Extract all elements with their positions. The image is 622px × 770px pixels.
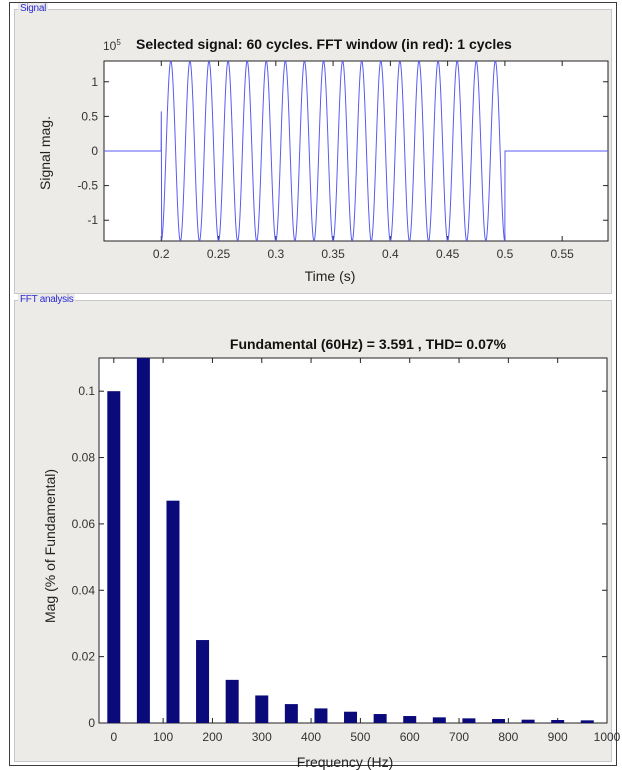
fft-bar (107, 391, 121, 723)
fft-y-tick-label: 0.1 (78, 384, 95, 398)
fft-bar (373, 714, 387, 723)
fft-x-tick-label: 1000 (594, 730, 621, 744)
fft-bar (166, 500, 180, 723)
fft-y-tick-label: 0.08 (72, 451, 96, 465)
signal-x-tick-label: 0.55 (551, 247, 575, 261)
signal-waveform-line (104, 61, 608, 241)
fft-bar (432, 717, 446, 723)
signal-x-tick-label: 0.4 (382, 247, 399, 261)
signal-y-tick-label: 1 (91, 75, 98, 89)
fft-x-axis-label: Frequency (Hz) (297, 754, 393, 770)
signal-x-tick-label: 0.45 (436, 247, 460, 261)
fft-bar (462, 718, 476, 723)
fft-y-tick-label: 0.04 (72, 583, 96, 597)
signal-chart-title: Selected signal: 60 cycles. FFT window (… (136, 36, 512, 52)
fft-x-tick-label: 800 (498, 730, 518, 744)
fft-bar (551, 720, 565, 723)
signal-y-tick-label: -0.5 (77, 179, 98, 193)
fft-y-axis-label: Mag (% of Fundamental) (42, 469, 58, 623)
fft-bar (284, 704, 298, 723)
fft-panel-label: FFT analysis (18, 294, 76, 305)
fft-x-tick-label: 100 (153, 730, 173, 744)
fft-x-tick-label: 300 (252, 730, 272, 744)
fft-y-tick-label: 0 (88, 716, 95, 730)
fft-x-tick-label: 600 (400, 730, 420, 744)
fft-x-tick-label: 700 (449, 730, 469, 744)
signal-x-tick-label: 0.35 (321, 247, 345, 261)
fft-x-tick-label: 0 (110, 730, 117, 744)
fft-bar (225, 679, 239, 723)
signal-x-tick-label: 0.25 (207, 247, 231, 261)
signal-y-tick-label: -1 (87, 213, 98, 227)
fft-bar (521, 719, 535, 723)
signal-y-axis-label: Signal mag. (37, 116, 53, 190)
signal-chart: Selected signal: 60 cycles. FFT window (… (37, 36, 609, 284)
fft-bar (196, 640, 210, 723)
fft-chart-title: Fundamental (60Hz) = 3.591 , THD= 0.07% (230, 336, 507, 352)
signal-y-tick-label: 0 (91, 144, 98, 158)
fft-x-tick-label: 200 (202, 730, 222, 744)
figure-frame: Signal FFT analysis Selected signal: 60 … (9, 2, 621, 770)
fft-chart: Fundamental (60Hz) = 3.591 , THD= 0.07% … (42, 336, 621, 770)
y-exponent-label: 105 (103, 38, 121, 53)
fft-bar (580, 720, 594, 723)
fft-bar (344, 711, 358, 723)
fft-x-tick-label: 500 (350, 730, 370, 744)
signal-x-tick-label: 0.5 (497, 247, 514, 261)
fft-x-tick-label: 900 (548, 730, 568, 744)
signal-x-axis-label: Time (s) (305, 268, 356, 284)
fft-bar (492, 719, 505, 723)
fft-x-tick-label: 400 (301, 730, 321, 744)
fft-bar (403, 716, 417, 723)
fft-bar (314, 708, 328, 723)
signal-panel-label: Signal (18, 3, 48, 14)
fft-bar (136, 358, 150, 723)
signal-x-tick-label: 0.3 (267, 247, 284, 261)
fft-y-tick-label: 0.06 (72, 517, 96, 531)
signal-x-tick-label: 0.2 (153, 247, 170, 261)
fft-y-tick-label: 0.02 (72, 650, 96, 664)
signal-y-tick-label: 0.5 (81, 109, 98, 123)
fft-bar (255, 695, 269, 723)
